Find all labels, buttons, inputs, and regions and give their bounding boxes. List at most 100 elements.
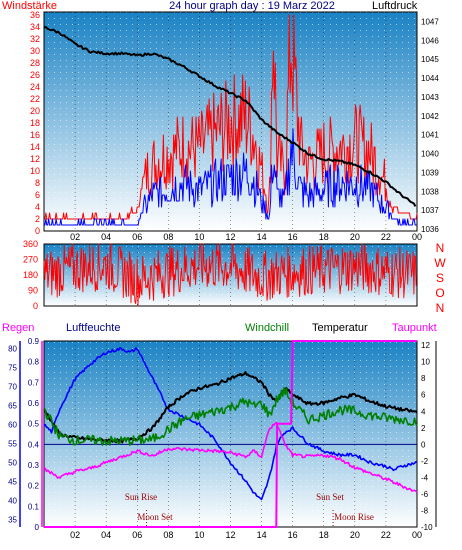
humidity-tick-label: 40 <box>8 496 17 505</box>
panel1-x-tick-label: 00 <box>412 232 422 242</box>
panel3-x-tick-label: 02 <box>70 530 80 540</box>
panel1-right-tick-label: 1040 <box>421 150 439 159</box>
wind-pressure-panel: 02 04 06 08 10 12 14 16 18 20 22 000246810121416182… <box>30 10 439 242</box>
dewpoint-label: Taupunkt <box>392 322 437 334</box>
panel1-left-tick-label: 10 <box>30 166 40 176</box>
humidity-tick-label: 45 <box>8 477 17 486</box>
panel1-right-tick-label: 1036 <box>421 225 439 234</box>
panel1-x-tick-label: 18 <box>319 232 329 242</box>
humidity-tick-label: 60 <box>8 421 17 430</box>
panel1-left-tick-label: 4 <box>35 202 40 212</box>
temperature-tick-label: 12 <box>421 341 430 350</box>
panel1-right-tick-label: 1039 <box>421 168 439 177</box>
pressure-label: Luftdruck <box>372 0 418 12</box>
panel1-x-tick-label: 06 <box>132 232 142 242</box>
panel1-right-tick-label: 1038 <box>421 187 439 196</box>
rain-tick-label: 0.9 <box>28 337 40 346</box>
panel2-direction-letter: S <box>436 271 444 285</box>
panel2-direction-letter: N <box>436 241 445 255</box>
humidity-line <box>43 346 418 501</box>
humidity-tick-label: 55 <box>8 439 17 448</box>
temperature-tick-label: 2 <box>421 424 426 433</box>
chart-title: 24 hour graph day : 19 Marz 2022 <box>169 0 335 12</box>
panel1-left-tick-label: 32 <box>30 34 40 44</box>
humidity-tick-label: 80 <box>8 345 17 354</box>
temperature-tick-label: 4 <box>421 407 426 416</box>
wind-direction-line <box>43 243 417 307</box>
panel2-left-tick-label: 180 <box>23 270 38 280</box>
rain-label: Regen <box>2 322 34 334</box>
panel3-x-tick-label: 22 <box>381 530 391 540</box>
temperature-tick-label: -2 <box>421 457 429 466</box>
panel1-left-tick-label: 22 <box>30 94 40 104</box>
panel2-left-tick-label: 270 <box>23 255 38 265</box>
panel1-right-tick-label: 1042 <box>421 112 439 121</box>
panel1-x-tick-label: 14 <box>257 232 267 242</box>
panel1-left-tick-label: 18 <box>30 118 40 128</box>
panel1-right-tick-label: 1043 <box>421 93 439 102</box>
panel3-x-tick-label: 14 <box>257 530 267 540</box>
humidity-label: Luftfeuchte <box>66 322 120 334</box>
rain-tick-label: 0.2 <box>28 482 40 491</box>
wind-gust-line <box>44 14 418 220</box>
panel1-left-tick-label: 26 <box>30 70 40 80</box>
humidity-tick-label: 70 <box>8 383 17 392</box>
rain-line <box>44 340 417 528</box>
temperature-line <box>43 371 418 444</box>
panel3-x-tick-label: 16 <box>288 530 298 540</box>
sun-set-label: Sun Set <box>316 492 344 502</box>
panel1-x-tick-label: 08 <box>163 232 173 242</box>
rain-tick-label: 0.7 <box>28 378 40 387</box>
windchill-line <box>43 386 418 446</box>
temperature-tick-label: 0 <box>421 440 426 449</box>
panel1-left-tick-label: 30 <box>30 46 40 56</box>
panel3-x-tick-label: 08 <box>163 530 173 540</box>
panel1-left-tick-label: 16 <box>30 130 40 140</box>
temperature-tick-label: 10 <box>421 358 430 367</box>
moon-rise-label: Moon Rise <box>334 512 374 522</box>
panel2-left-tick-label: 360 <box>23 239 38 249</box>
panel1-left-tick-label: 2 <box>35 214 40 224</box>
rain-tick-label: 0.6 <box>28 399 40 408</box>
panel3-x-tick-label: 12 <box>225 530 235 540</box>
panel1-x-tick-label: 22 <box>381 232 391 242</box>
panel2-direction-letter: W <box>434 256 446 270</box>
panel1-left-tick-label: 34 <box>30 22 40 32</box>
dewpoint-line <box>43 421 418 493</box>
panel3-x-tick-label: 06 <box>132 530 142 540</box>
panel1-x-tick-label: 12 <box>225 232 235 242</box>
panel3-x-tick-label: 04 <box>101 530 111 540</box>
panel1-left-tick-label: 12 <box>30 154 40 164</box>
panel1-x-tick-label: 16 <box>288 232 298 242</box>
panel1-right-tick-label: 1046 <box>421 36 439 45</box>
windchill-label: Windchill <box>245 322 289 334</box>
panel1-right-tick-label: 1041 <box>421 131 439 140</box>
rain-tick-label: 0.5 <box>28 420 40 429</box>
panel2-direction-letter: O <box>435 286 444 300</box>
rain-tick-label: 0 <box>35 523 40 532</box>
panel1-x-tick-label: 20 <box>350 232 360 242</box>
temperature-tick-label: -10 <box>421 523 433 532</box>
panel2-left-tick-label: 0 <box>33 301 38 311</box>
panel3-x-tick-label: 00 <box>412 530 422 540</box>
temperature-humidity-panel: 3540455055606570758000.10.20.30.40.50.60… <box>8 337 437 540</box>
temperature-tick-label: -8 <box>421 506 429 515</box>
panel1-left-tick-label: 0 <box>35 226 40 236</box>
temperature-tick-label: 8 <box>421 374 426 383</box>
panel1-left-tick-label: 28 <box>30 58 40 68</box>
humidity-tick-label: 75 <box>8 364 17 373</box>
panel1-left-tick-label: 20 <box>30 106 40 116</box>
temperature-tick-label: -4 <box>421 473 429 482</box>
panel1-right-tick-label: 1044 <box>421 74 439 83</box>
humidity-tick-label: 35 <box>8 515 17 524</box>
humidity-tick-label: 50 <box>8 458 17 467</box>
rain-tick-label: 0.1 <box>28 502 40 511</box>
rain-tick-label: 0.4 <box>28 440 40 449</box>
panel2-left-tick-label: 90 <box>28 286 38 296</box>
panel3-x-tick-label: 18 <box>319 530 329 540</box>
temperature-tick-label: -6 <box>421 490 429 499</box>
humidity-tick-label: 65 <box>8 402 17 411</box>
panel1-x-tick-label: 02 <box>70 232 80 242</box>
moon-set-label-left: Moon Set <box>137 512 173 522</box>
rain-tick-label: 0.8 <box>28 358 40 367</box>
